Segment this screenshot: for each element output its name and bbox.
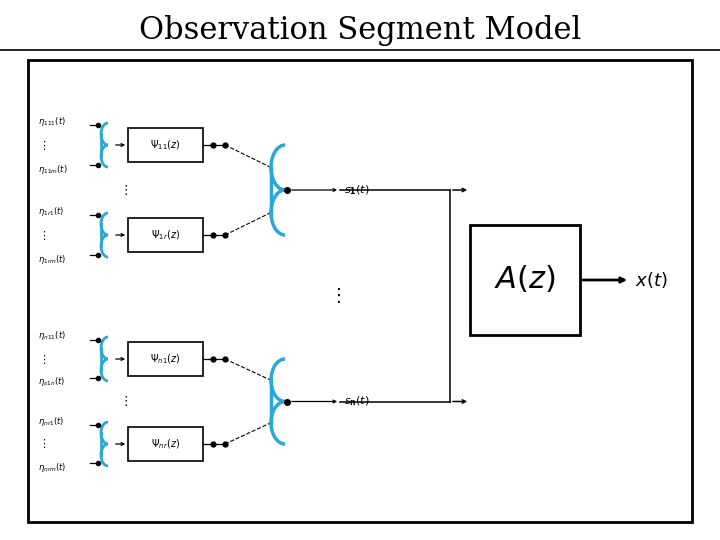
Text: $\Psi_{1r}(z)$: $\Psi_{1r}(z)$ (151, 228, 180, 242)
Text: $\Psi_{n1}(z)$: $\Psi_{n1}(z)$ (150, 352, 181, 366)
Bar (128, 342, 203, 376)
Text: $s_{\mathbf{n}}(t)$: $s_{\mathbf{n}}(t)$ (344, 395, 370, 408)
Text: $A(z)$: $A(z)$ (494, 265, 556, 295)
Text: $\Psi_{11}(z)$: $\Psi_{11}(z)$ (150, 138, 181, 152)
Bar (128, 218, 203, 252)
Text: $\eta_{s1n}(t)$: $\eta_{s1n}(t)$ (38, 375, 65, 388)
Text: $\vdots$: $\vdots$ (38, 353, 46, 366)
Bar (470, 225, 580, 335)
Text: $\eta_{1rm}(t)$: $\eta_{1rm}(t)$ (38, 253, 66, 266)
Text: $\vdots$: $\vdots$ (329, 286, 341, 305)
Bar (128, 128, 203, 162)
Text: $\eta_{nr1}(t)$: $\eta_{nr1}(t)$ (38, 415, 65, 428)
Text: $\eta_{n11}(t)$: $\eta_{n11}(t)$ (38, 329, 66, 342)
Text: $s_{\mathbf{1}}(t)$: $s_{\mathbf{1}}(t)$ (344, 183, 369, 197)
Text: $\vdots$: $\vdots$ (38, 138, 46, 152)
Bar (28, 60, 692, 522)
Text: $x(t)$: $x(t)$ (635, 270, 667, 290)
Text: $\eta_{nrm}(t)$: $\eta_{nrm}(t)$ (38, 461, 66, 474)
Text: $\eta_{111}(t)$: $\eta_{111}(t)$ (38, 114, 66, 127)
Text: $\eta_{1r1}(t)$: $\eta_{1r1}(t)$ (38, 205, 65, 218)
Text: Observation Segment Model: Observation Segment Model (139, 15, 581, 45)
Text: $\vdots$: $\vdots$ (119, 395, 127, 408)
Text: $\eta_{11m}(t)$: $\eta_{11m}(t)$ (38, 163, 68, 176)
Text: $\vdots$: $\vdots$ (38, 437, 46, 450)
Text: $\vdots$: $\vdots$ (119, 183, 127, 197)
Text: $\vdots$: $\vdots$ (38, 228, 46, 241)
Text: $\Psi_{nr}(z)$: $\Psi_{nr}(z)$ (151, 437, 180, 451)
Bar (128, 427, 203, 461)
